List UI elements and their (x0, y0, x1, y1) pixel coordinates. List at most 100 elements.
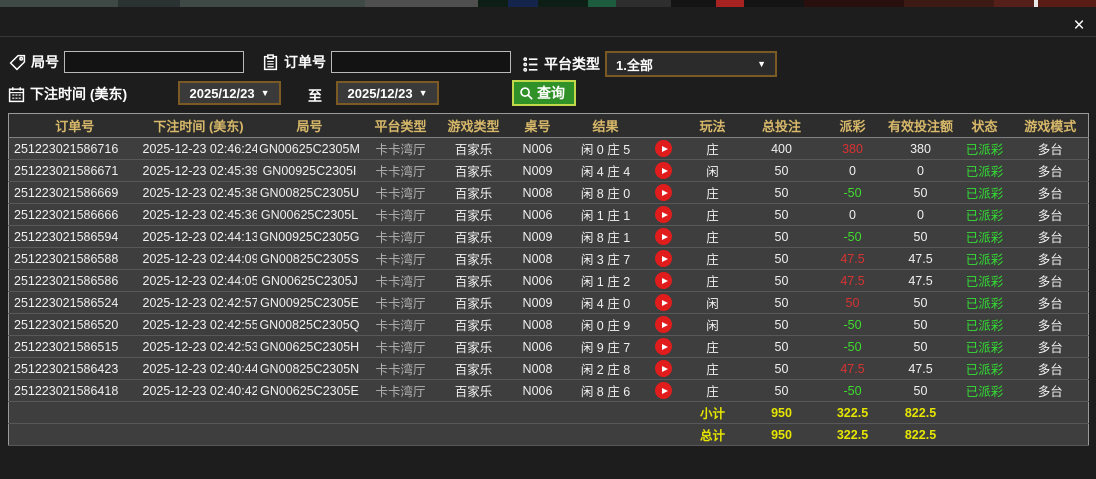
subtotal-row: 小计 950 322.5 822.5 (8, 401, 1089, 424)
cell-total-bet: 50 (742, 225, 821, 248)
cell-table-no: N008 (508, 181, 567, 204)
cell-total-bet: 400 (742, 137, 821, 160)
table-row: 251223021586666 2025-12-23 02:45:36 GN0062… (8, 203, 1089, 226)
cell-order: 251223021586594 (8, 225, 141, 248)
grand-total-row-payout: 322.5 (820, 423, 885, 446)
close-icon[interactable]: × (1073, 15, 1085, 36)
cell-table-no: N006 (508, 335, 567, 358)
cell-valid-bet: 0 (884, 159, 957, 182)
cell-total-bet: 50 (742, 335, 821, 358)
grand-total-row-label: 总计 (682, 423, 743, 446)
cell-payout: 50 (820, 291, 885, 314)
replay-play-button[interactable] (655, 140, 672, 157)
cell-empty (1012, 423, 1089, 446)
clipboard-icon (262, 53, 279, 71)
cell-replay (644, 357, 683, 380)
cell-game-type: 百家乐 (438, 137, 509, 160)
cell-round: GN00625C2305J (256, 269, 363, 292)
cell-game-type: 百家乐 (438, 313, 509, 336)
replay-play-button[interactable] (655, 162, 672, 179)
cell-bet-type: 庄 (682, 379, 743, 402)
cell-order: 251223021586586 (8, 269, 141, 292)
column-header (644, 113, 683, 138)
cell-result: 闲 8 庄 0 (566, 181, 645, 204)
column-header: 订单号 (8, 113, 141, 138)
table-row: 251223021586588 2025-12-23 02:44:09 GN0082… (8, 247, 1089, 270)
background-strip-segment (588, 0, 616, 7)
cell-table-no: N009 (508, 225, 567, 248)
replay-play-button[interactable] (655, 228, 672, 245)
cell-result: 闲 4 庄 0 (566, 291, 645, 314)
background-strip-segment (904, 0, 994, 7)
cell-total-bet: 50 (742, 313, 821, 336)
cell-payout: -50 (820, 225, 885, 248)
replay-play-button[interactable] (655, 184, 672, 201)
cell-replay (644, 335, 683, 358)
cell-platform: 卡卡湾厅 (362, 379, 439, 402)
platform-select[interactable]: 1.全部 ▼ (605, 51, 777, 77)
grand-total-row-valid-bet: 822.5 (884, 423, 957, 446)
subtotal-row-payout: 322.5 (820, 401, 885, 424)
cell-bet-time: 2025-12-23 02:44:09 (140, 247, 257, 270)
replay-play-button[interactable] (655, 316, 672, 333)
cell-status: 已派彩 (956, 181, 1013, 204)
cell-payout: 47.5 (820, 269, 885, 292)
round-filter-group: 局号 (9, 51, 244, 73)
cell-payout: -50 (820, 379, 885, 402)
subtotal-row-label: 小计 (682, 401, 743, 424)
cell-round: GN00625C2305E (256, 379, 363, 402)
cell-platform: 卡卡湾厅 (362, 137, 439, 160)
cell-bet-type: 庄 (682, 247, 743, 270)
table-body: 251223021586716 2025-12-23 02:46:24 GN0062… (8, 137, 1089, 446)
cell-bet-time: 2025-12-23 02:46:24 (140, 137, 257, 160)
subtotal-row-valid-bet: 822.5 (884, 401, 957, 424)
column-header: 总投注 (742, 113, 821, 138)
tag-icon (9, 54, 26, 71)
cell-status: 已派彩 (956, 137, 1013, 160)
play-icon (661, 145, 668, 152)
column-header: 玩法 (682, 113, 743, 138)
cell-bet-type: 庄 (682, 225, 743, 248)
cell-valid-bet: 380 (884, 137, 957, 160)
replay-play-button[interactable] (655, 382, 672, 399)
cell-table-no: N008 (508, 313, 567, 336)
column-header: 状态 (956, 113, 1013, 138)
cell-order: 251223021586423 (8, 357, 141, 380)
date-from-picker[interactable]: 2025/12/23 ▼ (178, 81, 281, 105)
round-input[interactable] (64, 51, 244, 73)
column-header: 游戏模式 (1012, 113, 1089, 138)
replay-play-button[interactable] (655, 360, 672, 377)
cell-status: 已派彩 (956, 225, 1013, 248)
cell-platform: 卡卡湾厅 (362, 225, 439, 248)
cell-bet-type: 庄 (682, 137, 743, 160)
cell-table-no: N006 (508, 379, 567, 402)
cell-status: 已派彩 (956, 159, 1013, 182)
cell-status: 已派彩 (956, 291, 1013, 314)
cell-result: 闲 3 庄 7 (566, 247, 645, 270)
cell-total-bet: 50 (742, 379, 821, 402)
cell-table-no: N008 (508, 357, 567, 380)
cell-platform: 卡卡湾厅 (362, 203, 439, 226)
date-to-value: 2025/12/23 (347, 85, 413, 101)
replay-play-button[interactable] (655, 250, 672, 267)
cell-order: 251223021586418 (8, 379, 141, 402)
column-header: 结果 (566, 113, 645, 138)
cell-valid-bet: 47.5 (884, 357, 957, 380)
replay-play-button[interactable] (655, 272, 672, 289)
cell-bet-time: 2025-12-23 02:45:36 (140, 203, 257, 226)
date-to-picker[interactable]: 2025/12/23 ▼ (336, 81, 439, 105)
cell-empty (956, 401, 1013, 424)
cell-valid-bet: 50 (884, 379, 957, 402)
cell-platform: 卡卡湾厅 (362, 159, 439, 182)
background-strip-segment (180, 0, 365, 7)
replay-play-button[interactable] (655, 206, 672, 223)
list-icon (522, 56, 539, 73)
background-strip-segment (994, 0, 1034, 7)
replay-play-button[interactable] (655, 294, 672, 311)
cell-total-bet: 50 (742, 203, 821, 226)
cell-round: GN00925C2305I (256, 159, 363, 182)
cell-valid-bet: 50 (884, 291, 957, 314)
order-input[interactable] (331, 51, 511, 73)
replay-play-button[interactable] (655, 338, 672, 355)
search-button[interactable]: 查询 (512, 80, 576, 106)
